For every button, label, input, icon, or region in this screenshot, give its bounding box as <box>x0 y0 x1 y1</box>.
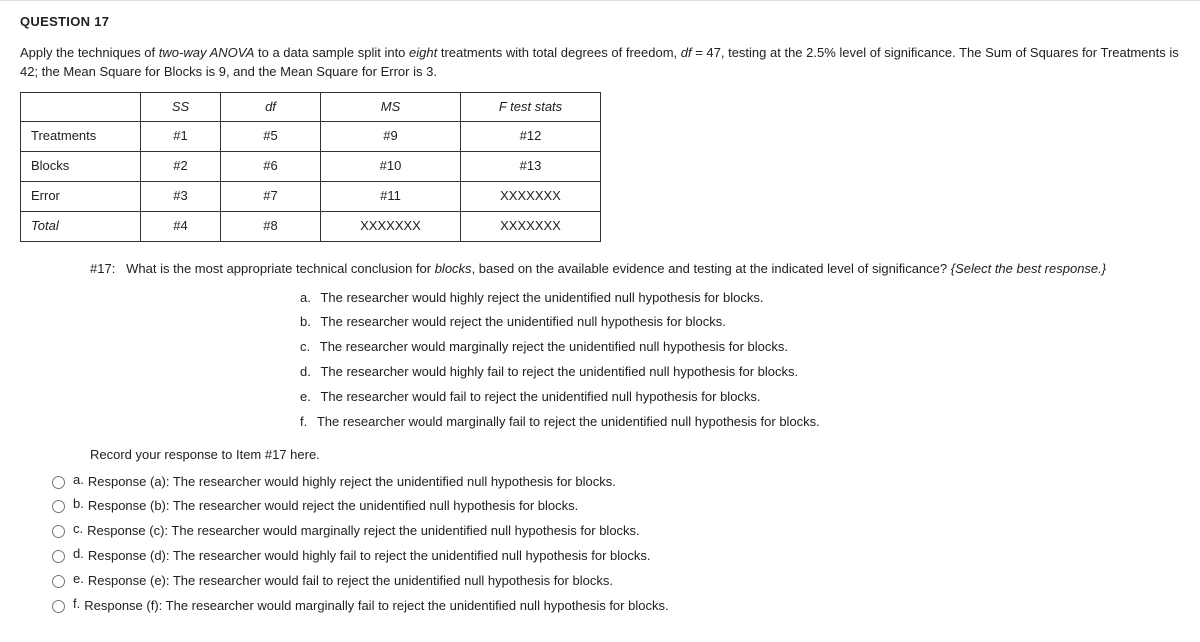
desc-letter: c. <box>300 339 310 354</box>
option-d[interactable]: d. Response (d): The researcher would hi… <box>52 547 1180 566</box>
table-row: Treatments #1 #5 #9 #12 <box>21 122 601 152</box>
radio-a[interactable] <box>52 476 65 489</box>
row-label-total: Total <box>21 211 141 241</box>
table-corner-cell <box>21 92 141 122</box>
desc-text: The researcher would fail to reject the … <box>320 389 760 404</box>
option-letter: c. <box>73 520 83 539</box>
cell-ms-10: #10 <box>321 152 461 182</box>
cell-df-7: #7 <box>221 182 321 212</box>
option-letter: b. <box>73 495 84 514</box>
desc-text: The researcher would marginally reject t… <box>320 339 788 354</box>
option-letter: e. <box>73 570 84 589</box>
table-header-row: SS df MS F test stats <box>21 92 601 122</box>
option-letter: a. <box>73 471 84 490</box>
answer-descriptions: a. The researcher would highly reject th… <box>300 289 1180 432</box>
option-letter: f. <box>73 595 80 614</box>
table-row: Error #3 #7 #11 XXXXXXX <box>21 182 601 212</box>
sub-question-number: #17: <box>90 261 115 276</box>
desc-text: The researcher would marginally fail to … <box>317 414 820 429</box>
sub-question: #17: What is the most appropriate techni… <box>90 260 1180 432</box>
desc-letter: d. <box>300 364 311 379</box>
desc-text: The researcher would highly fail to reje… <box>320 364 798 379</box>
record-instruction: Record your response to Item #17 here. <box>90 446 1180 465</box>
col-header-ss: SS <box>141 92 221 122</box>
answer-desc-c: c. The researcher would marginally rejec… <box>300 338 1180 357</box>
desc-text: The researcher would reject the unidenti… <box>320 314 725 329</box>
radio-c[interactable] <box>52 525 65 538</box>
col-header-f: F test stats <box>461 92 601 122</box>
desc-letter: e. <box>300 389 311 404</box>
cell-f-x2: XXXXXXX <box>461 211 601 241</box>
radio-b[interactable] <box>52 500 65 513</box>
option-c[interactable]: c. Response (c): The researcher would ma… <box>52 522 1180 541</box>
cell-ss-3: #3 <box>141 182 221 212</box>
option-letter: d. <box>73 545 84 564</box>
cell-f-x: XXXXXXX <box>461 182 601 212</box>
radio-options: a. Response (a): The researcher would hi… <box>52 473 1180 616</box>
cell-ms-x: XXXXXXX <box>321 211 461 241</box>
cell-df-5: #5 <box>221 122 321 152</box>
answer-desc-f: f. The researcher would marginally fail … <box>300 413 1180 432</box>
option-text: Response (d): The researcher would highl… <box>88 547 651 566</box>
cell-ss-4: #4 <box>141 211 221 241</box>
cell-ms-11: #11 <box>321 182 461 212</box>
cell-df-8: #8 <box>221 211 321 241</box>
option-text: Response (e): The researcher would fail … <box>88 572 613 591</box>
sub-question-text: What is the most appropriate technical c… <box>126 261 1106 276</box>
answer-desc-d: d. The researcher would highly fail to r… <box>300 363 1180 382</box>
radio-f[interactable] <box>52 600 65 613</box>
table-row: Total #4 #8 XXXXXXX XXXXXXX <box>21 211 601 241</box>
table-row: Blocks #2 #6 #10 #13 <box>21 152 601 182</box>
desc-text: The researcher would highly reject the u… <box>320 290 763 305</box>
row-label-blocks: Blocks <box>21 152 141 182</box>
row-label-treatments: Treatments <box>21 122 141 152</box>
question-prompt: Apply the techniques of two-way ANOVA to… <box>20 44 1180 82</box>
answer-desc-b: b. The researcher would reject the unide… <box>300 313 1180 332</box>
cell-ss-1: #1 <box>141 122 221 152</box>
option-text: Response (a): The researcher would highl… <box>88 473 616 492</box>
option-text: Response (f): The researcher would margi… <box>84 597 668 616</box>
desc-letter: f. <box>300 414 307 429</box>
cell-f-12: #12 <box>461 122 601 152</box>
col-header-df: df <box>221 92 321 122</box>
radio-e[interactable] <box>52 575 65 588</box>
option-b[interactable]: b. Response (b): The researcher would re… <box>52 497 1180 516</box>
option-a[interactable]: a. Response (a): The researcher would hi… <box>52 473 1180 492</box>
option-e[interactable]: e. Response (e): The researcher would fa… <box>52 572 1180 591</box>
answer-desc-a: a. The researcher would highly reject th… <box>300 289 1180 308</box>
desc-letter: b. <box>300 314 311 329</box>
answer-desc-e: e. The researcher would fail to reject t… <box>300 388 1180 407</box>
cell-ms-9: #9 <box>321 122 461 152</box>
cell-df-6: #6 <box>221 152 321 182</box>
cell-ss-2: #2 <box>141 152 221 182</box>
option-f[interactable]: f. Response (f): The researcher would ma… <box>52 597 1180 616</box>
cell-f-13: #13 <box>461 152 601 182</box>
row-label-error: Error <box>21 182 141 212</box>
col-header-ms: MS <box>321 92 461 122</box>
radio-d[interactable] <box>52 550 65 563</box>
desc-letter: a. <box>300 290 311 305</box>
anova-table: SS df MS F test stats Treatments #1 #5 #… <box>20 92 601 242</box>
option-text: Response (b): The researcher would rejec… <box>88 497 578 516</box>
question-header: QUESTION 17 <box>20 13 1180 32</box>
option-text: Response (c): The researcher would margi… <box>87 522 640 541</box>
